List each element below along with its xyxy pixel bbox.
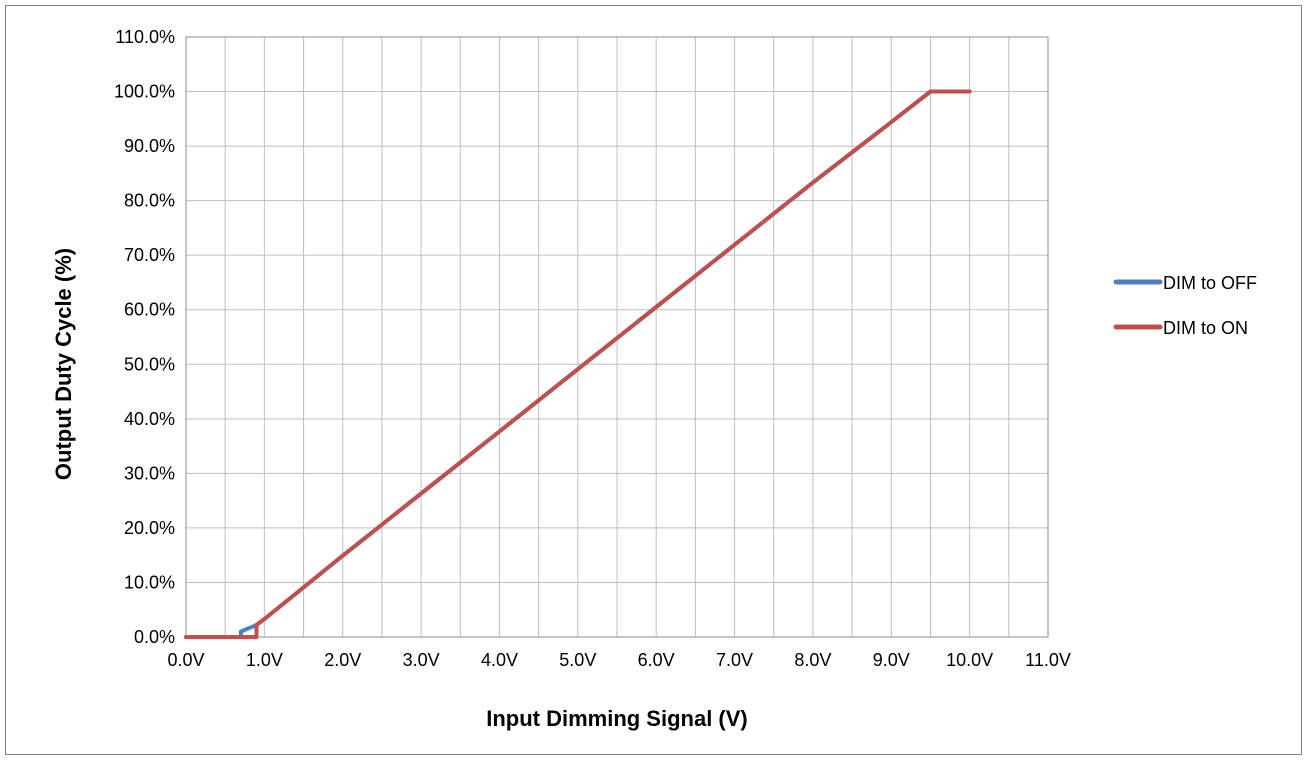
x-tick-label: 6.0V — [638, 650, 675, 670]
series-lines — [184, 89, 972, 639]
x-tick-label: 4.0V — [481, 650, 518, 670]
x-tick-label: 3.0V — [403, 650, 440, 670]
legend-label-dim-to-off: DIM to OFF — [1163, 273, 1257, 293]
x-tick-label: 5.0V — [559, 650, 596, 670]
series-line-dim-to-on — [184, 89, 972, 639]
y-tick-label: 100.0% — [114, 82, 175, 102]
x-tick-label: 11.0V — [1025, 650, 1071, 670]
plot-area-border — [185, 36, 1049, 638]
y-tick-label: 20.0% — [124, 518, 175, 538]
y-tick-label: 80.0% — [124, 191, 175, 211]
grid — [185, 36, 1049, 638]
y-tick-label: 40.0% — [124, 409, 175, 429]
x-tick-labels: 0.0V 1.0V 2.0V 3.0V 4.0V 5.0V 6.0V 7.0V 8.0V 9.0V… — [167, 650, 1070, 670]
y-tick-label: 0.0% — [134, 627, 175, 647]
y-tick-label: 50.0% — [124, 354, 175, 374]
x-tick-label: 10.0V — [946, 650, 993, 670]
legend-label-dim-to-on: DIM to ON — [1163, 318, 1248, 338]
legend: DIM to OFF DIM to ON — [1113, 273, 1257, 338]
y-tick-label: 60.0% — [124, 300, 175, 320]
x-tick-label: 1.0V — [246, 650, 283, 670]
y-tick-label: 110.0% — [115, 27, 175, 47]
y-tick-label: 10.0% — [124, 572, 175, 592]
x-tick-label: 8.0V — [794, 650, 831, 670]
chart-frame — [5, 5, 1302, 755]
y-tick-label: 70.0% — [124, 245, 175, 265]
x-tick-label: 0.0V — [167, 650, 204, 670]
y-tick-label: 90.0% — [124, 136, 175, 156]
x-tick-label: 7.0V — [716, 650, 753, 670]
y-axis-title: Output Duty Cycle (%) — [51, 248, 76, 480]
x-tick-label: 9.0V — [873, 650, 910, 670]
x-tick-label: 2.0V — [324, 650, 361, 670]
x-axis-title: Input Dimming Signal (V) — [486, 706, 748, 731]
y-tick-labels: 0.0% 10.0% 20.0% 30.0% 40.0% 50.0% 60.0% 70.0% 8… — [114, 27, 175, 647]
y-tick-label: 30.0% — [124, 463, 175, 483]
